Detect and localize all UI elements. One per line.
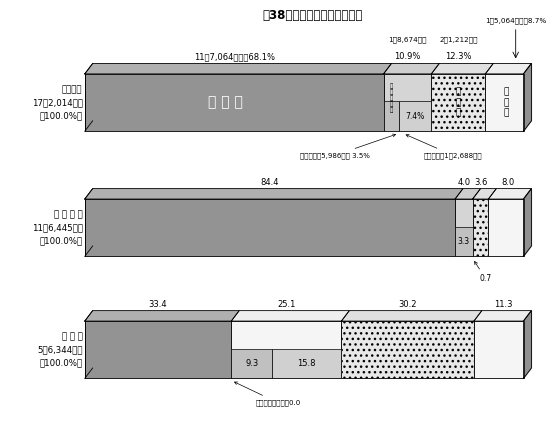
Text: 12.3%: 12.3% <box>445 53 472 61</box>
Text: 8.0: 8.0 <box>502 178 515 186</box>
Bar <box>272 348 342 378</box>
Polygon shape <box>85 189 463 199</box>
Text: 1兆8,674億円: 1兆8,674億円 <box>388 36 427 43</box>
Polygon shape <box>231 311 349 321</box>
Polygon shape <box>473 189 496 199</box>
Polygon shape <box>488 189 531 199</box>
Polygon shape <box>342 311 482 321</box>
Text: 人 件 費: 人 件 費 <box>208 96 242 109</box>
Text: 物
件
費: 物 件 費 <box>456 88 461 117</box>
Text: 県営事業負担金　0.0: 県営事業負担金 0.0 <box>235 382 300 406</box>
Text: 純　　計
17兆2,014億円
（100.0%）: 純 計 17兆2,014億円 （100.0%） <box>31 85 82 120</box>
Text: 15.8: 15.8 <box>297 359 316 368</box>
Text: 2兆1,212億円: 2兆1,212億円 <box>439 36 478 43</box>
Text: 25.1: 25.1 <box>277 299 296 308</box>
Text: 補助事業費5,986億円 3.5%: 補助事業費5,986億円 3.5% <box>300 134 395 159</box>
Bar <box>85 199 455 256</box>
Bar <box>85 74 384 131</box>
Bar <box>488 199 524 256</box>
Text: 3.3: 3.3 <box>458 237 470 246</box>
Polygon shape <box>486 64 531 74</box>
Bar <box>473 199 488 256</box>
Text: 11兆7,064億円　68.1%: 11兆7,064億円 68.1% <box>194 53 274 61</box>
Bar <box>231 321 342 378</box>
Bar <box>342 321 474 378</box>
Bar <box>474 321 524 378</box>
Polygon shape <box>85 64 391 74</box>
Bar <box>455 199 473 256</box>
Polygon shape <box>85 311 239 321</box>
Bar <box>399 101 431 131</box>
Text: 都 道 府 県
11兆6,445億円
（100.0%）: 都 道 府 県 11兆6,445億円 （100.0%） <box>31 210 82 245</box>
Text: 84.4: 84.4 <box>260 178 279 186</box>
Polygon shape <box>455 189 480 199</box>
Text: 30.2: 30.2 <box>398 299 417 308</box>
Bar <box>85 321 231 378</box>
Bar <box>455 227 473 256</box>
Text: 建
設
事
業
費: 建 設 事 業 費 <box>390 84 393 113</box>
Text: 1兆5,064億円　8.7%: 1兆5,064億円 8.7% <box>485 17 547 24</box>
Text: 第38図　教育費の性質別内訳: 第38図 教育費の性質別内訳 <box>263 9 363 22</box>
Polygon shape <box>524 189 531 256</box>
Bar <box>231 348 272 378</box>
Text: 4.0: 4.0 <box>458 178 470 186</box>
Text: 3.6: 3.6 <box>474 178 487 186</box>
Bar <box>384 74 431 131</box>
Bar <box>486 74 524 131</box>
Text: 単独事業費1兆2,688億円: 単独事業費1兆2,688億円 <box>406 134 483 159</box>
Polygon shape <box>384 64 439 74</box>
Bar <box>431 74 486 131</box>
Text: 9.3: 9.3 <box>245 359 258 368</box>
Text: 7.4%: 7.4% <box>405 112 425 121</box>
Polygon shape <box>524 311 531 378</box>
Text: そ
の
他: そ の 他 <box>503 88 509 117</box>
Polygon shape <box>431 64 493 74</box>
Text: 市 町 村
5兆6,344億円
（100.0%）: 市 町 村 5兆6,344億円 （100.0%） <box>37 332 82 368</box>
Polygon shape <box>524 64 531 131</box>
Bar <box>384 101 399 131</box>
Text: 0.7: 0.7 <box>474 262 492 283</box>
Text: 11.3: 11.3 <box>494 299 513 308</box>
Polygon shape <box>474 311 531 321</box>
Text: 33.4: 33.4 <box>149 299 167 308</box>
Text: 10.9%: 10.9% <box>394 53 421 61</box>
